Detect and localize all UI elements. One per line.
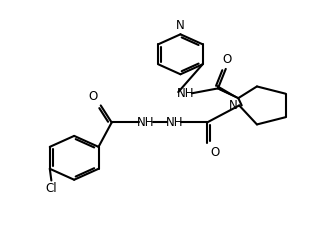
Text: O: O [88,89,98,102]
Text: N: N [176,19,185,32]
Text: NH: NH [165,116,183,129]
Text: NH: NH [176,87,194,100]
Polygon shape [217,86,238,98]
Text: Cl: Cl [46,182,57,195]
Text: O: O [210,146,219,159]
Text: NH: NH [137,116,155,129]
Text: N: N [229,99,238,112]
Text: O: O [223,53,232,66]
